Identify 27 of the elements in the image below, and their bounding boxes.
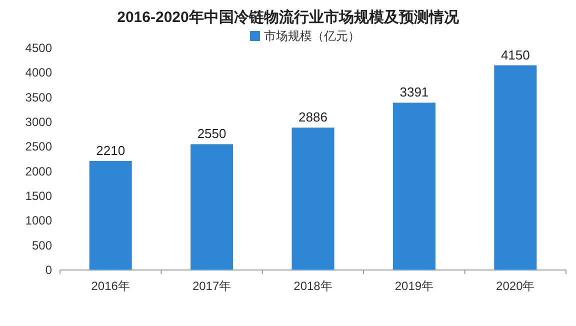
x-tick-label: 2019年 [394, 279, 434, 293]
bar [190, 144, 234, 270]
bar [494, 65, 537, 270]
data-label: 4150 [500, 47, 530, 62]
x-tick-label: 2016年 [91, 279, 130, 293]
y-tick-label: 0 [45, 263, 52, 277]
bar [392, 102, 436, 270]
y-tick-label: 1000 [25, 214, 52, 228]
data-label: 2550 [197, 126, 226, 142]
y-tick-label: 3000 [25, 115, 52, 129]
chart-title: 2016-2020年中国冷链物流行业市场规模及预测情况 [117, 8, 460, 26]
data-label: 2210 [96, 142, 126, 158]
y-tick-label: 4000 [25, 66, 52, 80]
y-tick-label: 4500 [25, 41, 52, 55]
y-tick-label: 2500 [25, 140, 52, 154]
bar [89, 160, 132, 270]
y-tick-label: 500 [32, 238, 52, 252]
data-label: 3391 [400, 84, 429, 100]
legend: 市场规模（亿元） [250, 29, 360, 43]
y-tick-label: 1500 [25, 189, 52, 203]
y-tick-label: 2000 [25, 164, 52, 178]
x-tick-label: 2018年 [294, 279, 332, 293]
bar [292, 128, 334, 270]
y-tick-label: 3500 [25, 90, 52, 104]
x-tick-label: 2020年 [496, 279, 535, 293]
data-label: 2886 [298, 110, 328, 125]
x-tick-label: 2017年 [192, 279, 232, 293]
